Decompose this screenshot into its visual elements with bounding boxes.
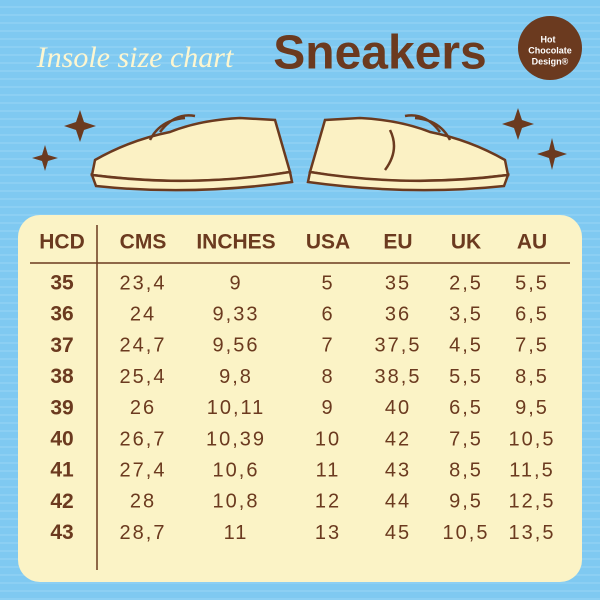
cell: 2,5	[449, 272, 483, 294]
column-header: EU	[383, 231, 412, 254]
cell: 36	[385, 303, 411, 325]
cell: 10,8	[213, 491, 260, 513]
cell: 10,11	[207, 397, 266, 419]
cell: 9,5	[515, 397, 549, 419]
cell: 43	[385, 459, 411, 481]
cell: 8	[321, 366, 334, 388]
column-header: HCD	[39, 231, 85, 254]
cell: 12	[315, 491, 341, 513]
cell: 26	[130, 397, 156, 419]
stars	[32, 108, 567, 171]
cell: 25,4	[120, 366, 167, 388]
cell: 9	[321, 397, 334, 419]
cell: 35	[385, 272, 411, 294]
cell: 3,5	[449, 303, 483, 325]
cell: 38,5	[375, 366, 422, 388]
cell: 7	[321, 335, 334, 357]
cell: 9	[229, 272, 242, 294]
cell: 13,5	[509, 522, 556, 544]
cell: 9,5	[449, 491, 483, 513]
column-header: USA	[306, 231, 350, 254]
row-header: 40	[50, 428, 73, 451]
column-header: AU	[517, 231, 547, 254]
cell: 44	[385, 491, 411, 513]
cell: 8,5	[515, 366, 549, 388]
cell: 11	[316, 459, 341, 481]
row-header: 39	[50, 396, 73, 419]
subtitle: Insole size chart	[36, 41, 234, 74]
cell: 11	[224, 522, 249, 544]
cell: 6,5	[515, 303, 549, 325]
cell: 45	[385, 522, 411, 544]
cell: 28	[130, 491, 156, 513]
cell: 9,56	[213, 335, 260, 357]
cell: 23,4	[120, 272, 167, 294]
cell: 6	[321, 303, 334, 325]
shoe-left	[90, 114, 294, 192]
cell: 5,5	[515, 272, 549, 294]
cell: 8,5	[449, 459, 483, 481]
row-header: 41	[50, 459, 74, 482]
logo-text: Chocolate	[528, 45, 572, 55]
cell: 13	[315, 522, 341, 544]
cell: 7,5	[515, 335, 549, 357]
logo-text: Design®	[532, 56, 569, 66]
logo-badge	[518, 16, 582, 80]
cell: 9,33	[213, 303, 260, 325]
column-header: INCHES	[196, 231, 275, 254]
cell: 26,7	[120, 428, 167, 450]
row-header: 43	[50, 521, 73, 544]
cell: 27,4	[120, 459, 167, 481]
cell: 42	[385, 428, 411, 450]
cell: 10,5	[443, 522, 490, 544]
column-header: UK	[451, 231, 481, 254]
cell: 5,5	[449, 366, 483, 388]
cell: 6,5	[449, 397, 483, 419]
cell: 24	[130, 303, 156, 325]
cell: 10,39	[206, 428, 266, 450]
cell: 12,5	[509, 491, 556, 513]
row-header: 37	[50, 334, 73, 357]
row-header: 38	[50, 365, 74, 388]
shoe-right	[306, 114, 510, 192]
cell: 10,5	[509, 428, 556, 450]
cell: 28,7	[120, 522, 167, 544]
cell: 9,8	[219, 366, 253, 388]
cell: 10	[315, 428, 341, 450]
title: Sneakers	[273, 27, 487, 80]
cell: 5	[321, 272, 334, 294]
row-header: 36	[50, 303, 73, 326]
cell: 4,5	[449, 335, 483, 357]
row-header: 35	[50, 272, 74, 295]
cell: 7,5	[449, 428, 483, 450]
table-panel	[18, 215, 582, 582]
column-header: CMS	[120, 231, 167, 254]
cell: 24,7	[120, 335, 167, 357]
row-header: 42	[50, 490, 73, 513]
cell: 37,5	[375, 335, 422, 357]
cell: 40	[385, 397, 411, 419]
cell: 11,5	[509, 459, 554, 481]
cell: 10,6	[213, 459, 260, 481]
table: HCD CMS INCHES USA EU UK AU 35 23,4 9 5 35 2,5 5,5 36 2…	[39, 231, 556, 545]
logo-text: Hot	[541, 34, 556, 44]
